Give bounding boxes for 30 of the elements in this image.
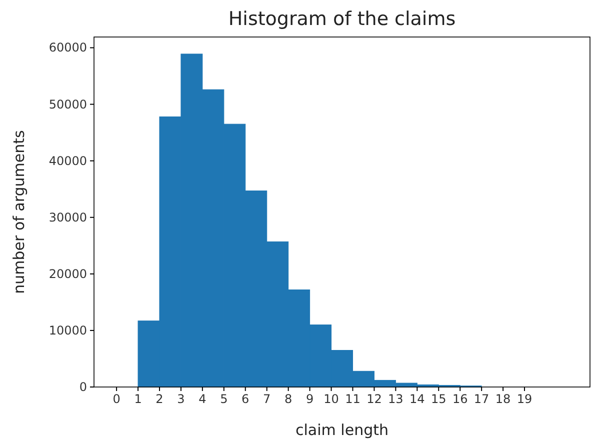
y-tick-label: 0	[79, 380, 87, 394]
y-tick-label: 40000	[48, 154, 87, 168]
x-tick-label: 1	[134, 392, 142, 406]
y-tick-label: 10000	[48, 323, 87, 338]
x-tick-label: 16	[452, 392, 468, 406]
x-tick-label: 18	[495, 392, 511, 406]
x-tick-label: 19	[516, 392, 532, 406]
x-tick-label: 2	[156, 392, 164, 406]
x-tick-label: 12	[366, 392, 382, 406]
x-tick-label: 6	[242, 392, 250, 406]
x-tick-label: 4	[198, 392, 206, 406]
x-tick-label: 15	[430, 392, 446, 406]
x-axis-title: claim length	[296, 421, 388, 439]
y-axis-title: number of arguments	[10, 130, 28, 294]
x-tick-label: 17	[474, 392, 490, 406]
x-tick-label: 13	[388, 392, 404, 406]
x-tick-label: 11	[345, 392, 360, 406]
x-tick-label: 9	[306, 392, 314, 406]
x-tick-label: 7	[263, 392, 271, 406]
y-tick-label: 60000	[48, 40, 87, 55]
x-tick-label: 5	[220, 392, 228, 406]
chart-title: Histogram of the claims	[228, 8, 456, 30]
y-tick-label: 50000	[48, 97, 87, 112]
x-tick-label: 8	[284, 392, 292, 406]
x-tick-label: 0	[112, 392, 120, 406]
x-tick-label: 10	[324, 392, 339, 406]
y-tick-label: 30000	[48, 210, 87, 224]
x-tick-label: 3	[177, 392, 185, 406]
x-tick-label: 14	[410, 392, 425, 406]
y-tick-label: 20000	[48, 266, 87, 281]
